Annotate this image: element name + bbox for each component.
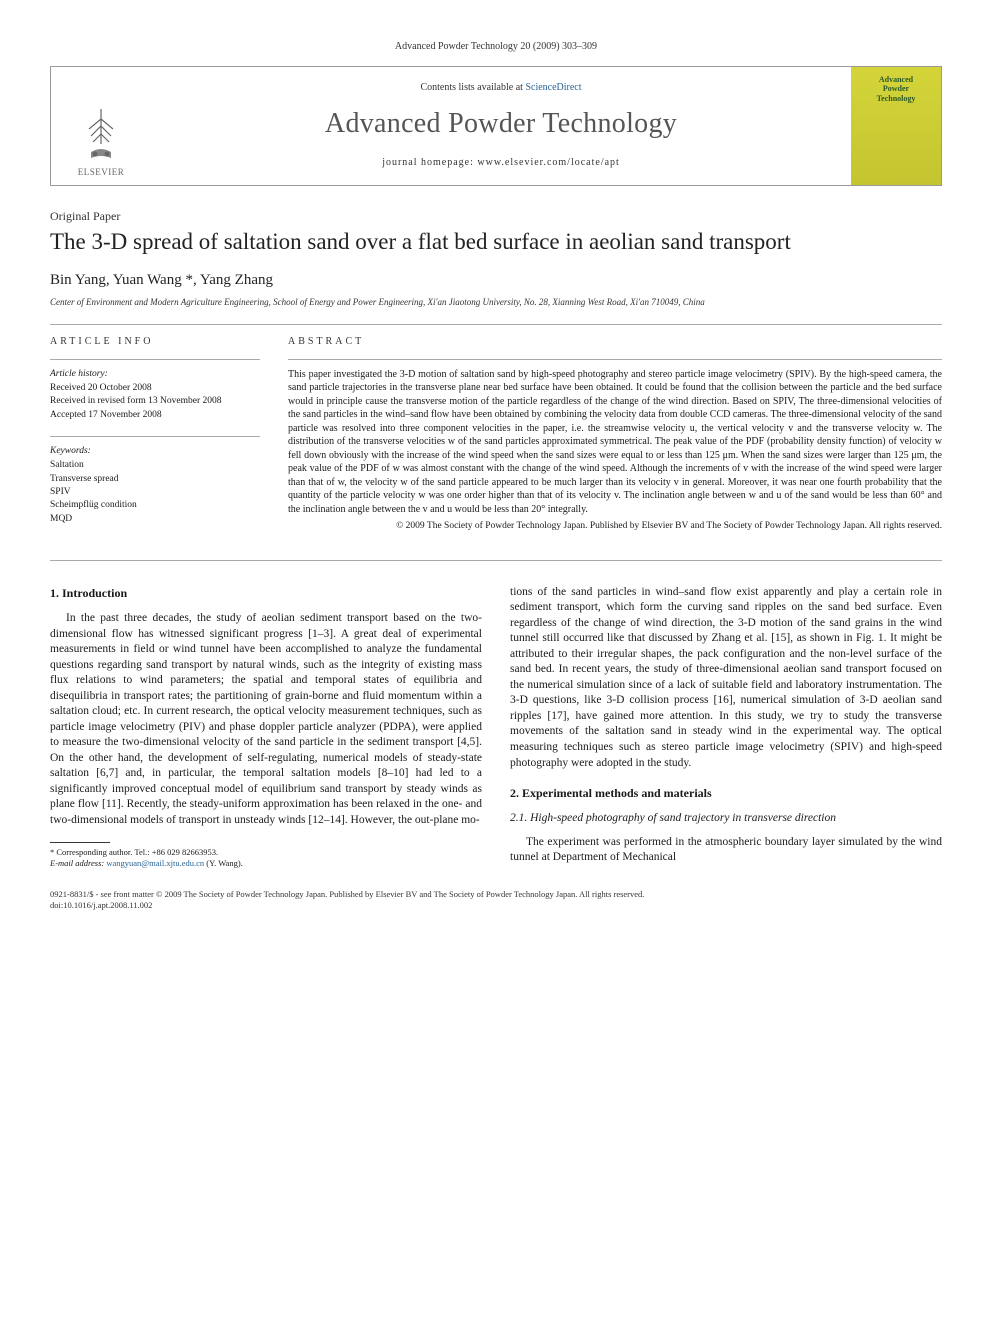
email-line: E-mail address: wangyuan@mail.xjtu.edu.c… (50, 858, 482, 869)
header-center: Contents lists available at ScienceDirec… (151, 67, 851, 185)
elsevier-tree-icon (71, 104, 131, 164)
email-label: E-mail address: (50, 858, 104, 868)
abstract-heading: abstract (288, 335, 942, 349)
abstract-copyright: © 2009 The Society of Powder Technology … (288, 520, 942, 532)
footnote-separator (50, 842, 110, 843)
cover-line-2: Powder (877, 84, 916, 94)
keyword-1: Transverse spread (50, 473, 260, 486)
contents-line: Contents lists available at ScienceDirec… (420, 81, 581, 95)
cover-line-3: Technology (877, 94, 916, 104)
publisher-name: ELSEVIER (78, 166, 125, 178)
keywords-block: Keywords: Saltation Transverse spread SP… (50, 445, 260, 526)
corresponding-author-footnote: * Corresponding author. Tel.: +86 029 82… (50, 847, 482, 869)
publisher-logo-block: ELSEVIER (51, 67, 151, 185)
homepage-url[interactable]: www.elsevier.com/locate/apt (477, 157, 619, 168)
history-line-2: Accepted 17 November 2008 (50, 409, 260, 422)
cover-title: Advanced Powder Technology (877, 75, 916, 104)
homepage-line: journal homepage: www.elsevier.com/locat… (382, 156, 620, 170)
keywords-label: Keywords: (50, 445, 260, 458)
footer-line-1: 0921-8831/$ - see front matter © 2009 Th… (50, 889, 942, 900)
article-history-block: Article history: Received 20 October 200… (50, 368, 260, 422)
divider-bottom (50, 560, 942, 561)
contents-prefix: Contents lists available at (420, 82, 525, 93)
info-divider-2 (50, 436, 260, 437)
cover-line-1: Advanced (877, 75, 916, 85)
corr-label: * Corresponding author. Tel.: +86 029 82… (50, 847, 482, 858)
corr-email-link[interactable]: wangyuan@mail.xjtu.edu.cn (106, 858, 204, 868)
left-column: 1. Introduction In the past three decade… (50, 585, 482, 870)
divider-top (50, 324, 942, 325)
info-divider-1 (50, 359, 260, 360)
paper-title: The 3-D spread of saltation sand over a … (50, 228, 942, 257)
paper-type: Original Paper (50, 208, 942, 224)
journal-name: Advanced Powder Technology (325, 105, 677, 143)
article-info-column: article info Article history: Received 2… (50, 335, 260, 539)
homepage-prefix: journal homepage: (382, 157, 477, 168)
history-line-0: Received 20 October 2008 (50, 382, 260, 395)
keyword-2: SPIV (50, 486, 260, 499)
history-label: Article history: (50, 368, 260, 381)
journal-cover-thumb: Advanced Powder Technology (851, 67, 941, 185)
history-line-1: Received in revised form 13 November 200… (50, 395, 260, 408)
col2-continuation-para: tions of the sand particles in wind–sand… (510, 585, 942, 771)
affiliation: Center of Environment and Modern Agricul… (50, 297, 942, 309)
authors: Bin Yang, Yuan Wang *, Yang Zhang (50, 270, 942, 290)
keyword-0: Saltation (50, 459, 260, 472)
methods-heading: 2. Experimental methods and materials (510, 785, 942, 801)
sciencedirect-link[interactable]: ScienceDirect (525, 82, 581, 93)
intro-paragraph: In the past three decades, the study of … (50, 611, 482, 828)
abstract-column: abstract This paper investigated the 3-D… (288, 335, 942, 539)
methods-subheading: 2.1. High-speed photography of sand traj… (510, 811, 942, 827)
header-citation: Advanced Powder Technology 20 (2009) 303… (50, 40, 942, 54)
email-suffix: (Y. Wang). (206, 858, 243, 868)
journal-header-box: ELSEVIER Contents lists available at Sci… (50, 66, 942, 186)
right-column: tions of the sand particles in wind–sand… (510, 585, 942, 870)
methods-paragraph: The experiment was performed in the atmo… (510, 835, 942, 866)
body-columns: 1. Introduction In the past three decade… (50, 585, 942, 870)
intro-heading: 1. Introduction (50, 585, 482, 601)
page-footer: 0921-8831/$ - see front matter © 2009 Th… (50, 889, 942, 911)
footer-line-2: doi:10.1016/j.apt.2008.11.002 (50, 900, 942, 911)
abstract-divider (288, 359, 942, 360)
keyword-3: Scheimpflüg condition (50, 499, 260, 512)
article-info-heading: article info (50, 335, 260, 349)
keyword-4: MQD (50, 513, 260, 526)
abstract-text: This paper investigated the 3-D motion o… (288, 368, 942, 517)
info-abstract-row: article info Article history: Received 2… (50, 335, 942, 539)
